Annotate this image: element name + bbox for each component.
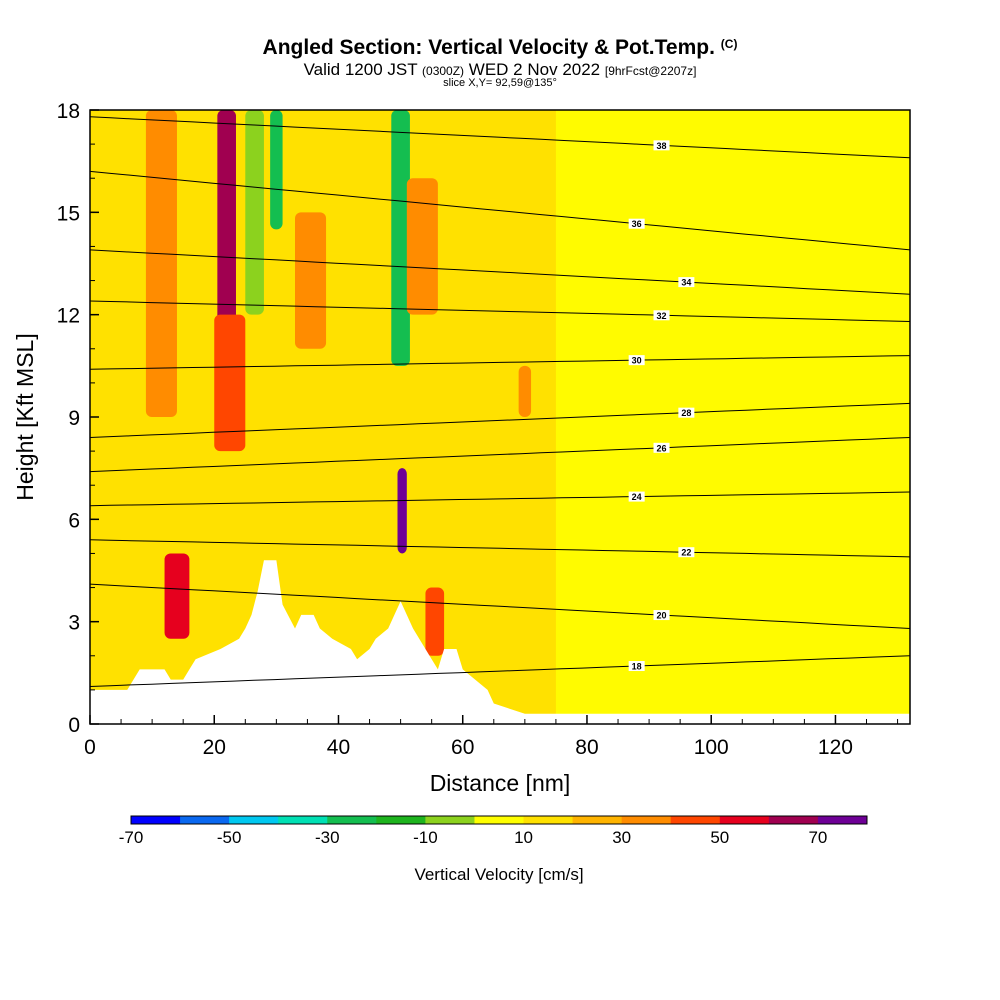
contour-label: 24 xyxy=(632,492,642,502)
copyright-mark: (C) xyxy=(720,37,738,51)
y-axis-label: Height [Kft MSL] xyxy=(12,333,38,500)
colorbar-tick-label: -10 xyxy=(413,828,438,847)
chart-subtitle: Valid 1200 JST (0300Z) WED 2 Nov 2022 [9… xyxy=(303,60,697,79)
y-tick-label: 9 xyxy=(68,407,80,430)
x-tick-label: 100 xyxy=(694,736,729,759)
colorbar-swatch xyxy=(768,816,819,824)
x-tick-label: 80 xyxy=(575,736,598,759)
theta-contours: 18 20 22 24 26 28 30 32 34 36 38 xyxy=(90,116,910,687)
velocity-cell xyxy=(397,468,407,554)
theta-contour-line xyxy=(90,402,910,438)
contour-label: 32 xyxy=(657,311,667,321)
contour-label: 34 xyxy=(681,278,691,288)
velocity-cell xyxy=(295,212,327,349)
colorbar-swatch xyxy=(523,816,574,824)
colorbar-swatch xyxy=(229,816,279,824)
contour-label-box xyxy=(653,442,670,453)
colorbar-swatch xyxy=(572,816,623,824)
x-tick-label: 120 xyxy=(818,736,853,759)
colorbar-tick-label: 30 xyxy=(612,828,631,847)
terrain-fill xyxy=(90,560,910,724)
contour-label: 36 xyxy=(632,219,642,229)
colorbar-tick-label: 70 xyxy=(808,828,827,847)
contour-label-box xyxy=(628,218,645,229)
colorbar-tick-label: -70 xyxy=(119,828,144,847)
contour-label-box xyxy=(678,407,695,418)
theta-contour-line xyxy=(90,170,910,251)
colorbar: -70 -50 -30 -10 10 30 50 70 Vertical Velocity [c… xyxy=(119,815,868,884)
x-tick-label: 60 xyxy=(451,736,474,759)
colorbar-tick-label: 50 xyxy=(710,828,729,847)
theta-contour-line xyxy=(90,539,910,558)
theta-contour-line xyxy=(90,300,910,322)
x-tick-label: 40 xyxy=(327,736,350,759)
velocity-cell xyxy=(406,178,438,315)
velocity-cell xyxy=(391,110,410,366)
colorbar-swatch xyxy=(425,816,475,824)
theta-contour-line xyxy=(90,437,910,473)
colorbar-tick-label: 10 xyxy=(514,828,533,847)
theta-contour-line xyxy=(90,249,910,295)
velocity-cell xyxy=(164,553,190,639)
contour-label-box xyxy=(628,661,645,672)
colorbar-swatch xyxy=(474,816,525,824)
velocity-region xyxy=(555,110,910,724)
y-tick-label: 6 xyxy=(68,509,80,532)
colorbar-swatch xyxy=(131,816,181,824)
contour-label: 26 xyxy=(657,443,667,453)
y-tick-label: 12 xyxy=(57,305,80,328)
terrain xyxy=(90,560,910,724)
contour-label-box xyxy=(628,491,645,502)
contour-label: 38 xyxy=(657,141,667,151)
colorbar-tick-label: -30 xyxy=(315,828,340,847)
velocity-cell xyxy=(214,314,246,452)
x-axis-label: Distance [nm] xyxy=(430,770,571,796)
y-tick-label: 18 xyxy=(57,100,80,123)
colorbar-swatch xyxy=(621,816,672,824)
contour-label-box xyxy=(653,310,670,321)
velocity-cell xyxy=(270,110,283,230)
colorbar-swatch xyxy=(670,816,721,824)
contour-label-box xyxy=(628,355,645,366)
y-tick-label: 0 xyxy=(68,714,80,737)
theta-contour-line xyxy=(90,355,910,370)
contour-label-box xyxy=(678,547,695,558)
contour-label-box xyxy=(653,140,670,151)
colorbar-tick-label: -50 xyxy=(217,828,242,847)
contour-label: 18 xyxy=(632,662,642,672)
velocity-cell xyxy=(145,110,177,417)
contour-label-box xyxy=(653,610,670,621)
colorbar-frame xyxy=(130,815,868,825)
colorbar-swatch xyxy=(817,816,868,824)
colorbar-swatch xyxy=(327,816,377,824)
contour-label: 20 xyxy=(657,611,667,621)
contour-label-box xyxy=(678,277,695,288)
y-tick-label: 3 xyxy=(68,612,80,635)
y-tick-label: 15 xyxy=(57,202,80,225)
velocity-cell xyxy=(245,110,264,315)
velocity-field xyxy=(90,110,910,724)
colorbar-swatch xyxy=(278,816,328,824)
theta-contour-line xyxy=(90,116,910,159)
x-tick-label: 20 xyxy=(203,736,226,759)
contour-label: 22 xyxy=(681,548,691,558)
velocity-cell xyxy=(518,365,532,417)
velocity-cell xyxy=(425,587,445,656)
contour-label: 28 xyxy=(681,408,691,418)
slice-info: slice X,Y= 92,59@135° xyxy=(443,77,557,89)
x-tick-label: 0 xyxy=(84,736,96,759)
theta-contour-line xyxy=(90,491,910,507)
colorbar-swatch xyxy=(180,816,230,824)
colorbar-swatch xyxy=(376,816,426,824)
chart-title: Angled Section: Vertical Velocity & Pot.… xyxy=(262,36,738,59)
colorbar-title: Vertical Velocity [cm/s] xyxy=(414,865,583,884)
colorbar-swatch xyxy=(719,816,770,824)
contour-label: 30 xyxy=(632,356,642,366)
theta-contour-line xyxy=(90,655,910,687)
theta-contour-line xyxy=(90,583,910,629)
